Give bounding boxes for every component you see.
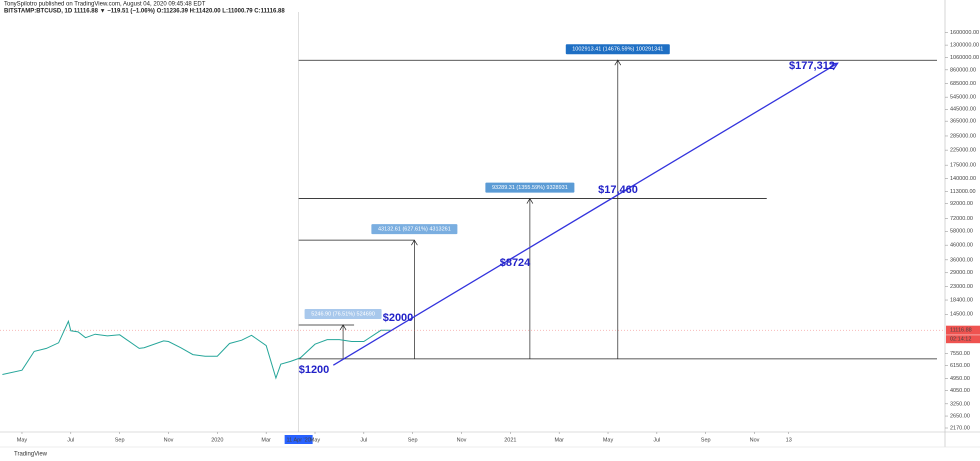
- y-tick-label: 46000.00: [950, 243, 973, 249]
- price-line: [2, 319, 391, 380]
- y-tick-label: 1300000.00: [950, 43, 979, 49]
- measure-box: [485, 182, 575, 193]
- measure-box: [304, 308, 382, 319]
- y-tick-label: 285000.00: [950, 133, 976, 139]
- last-price-label: 11116.88: [950, 328, 972, 334]
- y-tick-label: 92000.00: [950, 201, 973, 207]
- countdown-label: 02:14:12: [950, 337, 971, 343]
- y-tick-label: 58000.00: [950, 229, 973, 235]
- y-tick-label: 72000.00: [950, 216, 973, 222]
- x-tick-label: Nov: [750, 437, 760, 443]
- x-tick-label: Sep: [115, 437, 125, 443]
- x-tick-label: May: [310, 437, 321, 443]
- x-tick-highlight: [284, 435, 313, 444]
- x-tick-label: Jul: [67, 437, 74, 443]
- y-tick-label: 4050.00: [950, 388, 970, 394]
- measure-label: 93289.31 (1355.59%) 9328931: [492, 185, 568, 191]
- annotation: $1200: [299, 364, 330, 376]
- y-tick-label: 860000.00: [950, 67, 976, 73]
- x-tick-label: 11 Apr '20: [287, 437, 311, 443]
- y-tick-label: 140000.00: [950, 176, 976, 182]
- countdown-badge: [946, 335, 980, 344]
- annotation: $8724: [500, 257, 531, 269]
- measure-box: [371, 224, 458, 235]
- author-line: TonySpilotro published on TradingView.co…: [4, 2, 206, 8]
- measure-box: [565, 44, 670, 55]
- y-tick-label: 3250.00: [950, 401, 970, 407]
- x-tick-label: May: [17, 437, 28, 443]
- x-tick-label: Mar: [261, 437, 271, 443]
- y-tick-label: 2650.00: [950, 413, 970, 419]
- trend-line: [332, 62, 838, 366]
- y-tick-label: 175000.00: [950, 163, 976, 169]
- measure-label: 1002913.41 (14676.59%) 100291341: [572, 47, 663, 53]
- y-tick-label: 225000.00: [950, 148, 976, 154]
- trend-arrow-head: [829, 62, 839, 71]
- y-tick-label: 2170.00: [950, 425, 970, 431]
- last-price-badge: [946, 325, 980, 335]
- annotation: $177,312: [789, 60, 835, 72]
- y-tick-label: 18400.00: [950, 297, 973, 303]
- y-tick-label: 6150.00: [950, 363, 970, 369]
- x-tick-label: Jul: [653, 437, 660, 443]
- x-tick-label: 2021: [504, 437, 516, 443]
- arrow-head: [614, 59, 622, 66]
- y-tick-label: 545000.00: [950, 95, 976, 101]
- x-tick-label: Jul: [360, 437, 367, 443]
- y-tick-label: 1060000.00: [950, 55, 979, 61]
- x-tick-label: Nov: [164, 437, 174, 443]
- y-tick-label: 685000.00: [950, 81, 976, 87]
- x-tick-label: Mar: [554, 437, 564, 443]
- y-tick-label: 36000.00: [950, 257, 973, 263]
- y-tick-label: 113000.00: [950, 189, 976, 195]
- measure-label: 43132.61 (627.61%) 4313261: [378, 227, 451, 233]
- measure-label: 5246.90 (76.51%) 524690: [311, 311, 375, 317]
- annotation: $17,460: [598, 184, 638, 196]
- y-tick-label: 1600000.00: [950, 30, 979, 36]
- y-tick-label: 445000.00: [950, 107, 976, 113]
- y-tick-label: 365000.00: [950, 119, 976, 125]
- arrow-head: [526, 197, 534, 204]
- symbol-line: BITSTAMP:BTCUSD, 1D 11116.88 ▼ −119.51 (…: [4, 9, 285, 15]
- x-tick-label: 2020: [211, 437, 223, 443]
- y-tick-label: 7550.00: [950, 351, 970, 357]
- y-tick-label: 29000.00: [950, 270, 973, 276]
- annotation: $2000: [383, 312, 414, 324]
- x-tick-label: 13: [786, 437, 792, 443]
- x-tick-label: May: [603, 437, 614, 443]
- x-tick-label: Sep: [701, 437, 711, 443]
- x-tick-label: Nov: [457, 437, 467, 443]
- x-tick-label: Sep: [408, 437, 418, 443]
- arrow-head: [411, 239, 418, 246]
- footer-brand: TradingView: [14, 452, 48, 458]
- y-tick-label: 4950.00: [950, 376, 970, 382]
- y-tick-label: 14500.00: [950, 312, 973, 318]
- arrow-head: [339, 324, 347, 331]
- y-tick-label: 23000.00: [950, 284, 973, 290]
